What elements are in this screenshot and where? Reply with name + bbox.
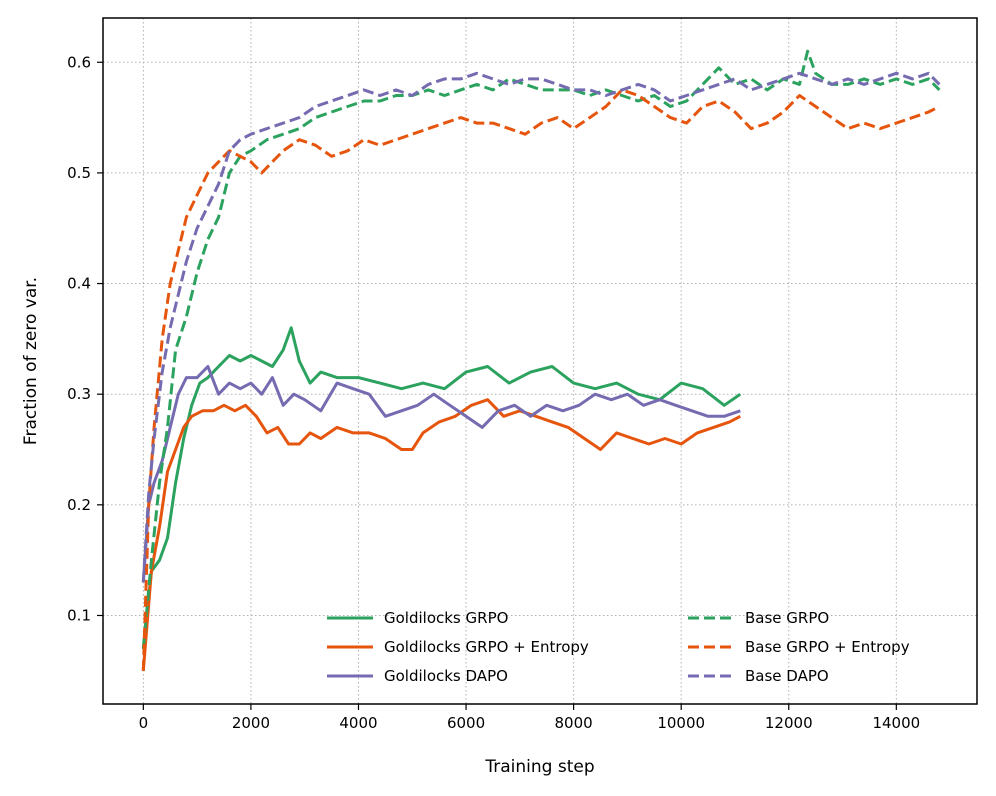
plot-frame	[102, 17, 978, 705]
axis-ticks: 0 2000 4000 6000 8000 10000 12000 14000 0.1 0.2 0.…	[67, 53, 920, 732]
series-line-5	[141, 88, 941, 671]
grid	[103, 18, 977, 704]
legend: Goldilocks GRPO Goldilocks GRPO + Entropy…	[327, 609, 910, 685]
y-tick-label: 0.5	[67, 164, 91, 182]
x-tick-label: 2000	[232, 714, 270, 732]
series-line-4	[141, 49, 941, 649]
x-tick-label: 14000	[872, 714, 920, 732]
y-axis-title: Fraction of zero var.	[21, 277, 41, 445]
legend-label: Goldilocks GRPO	[384, 609, 508, 627]
x-tick-label: 6000	[447, 714, 485, 732]
y-tick-label: 0.4	[67, 275, 91, 293]
legend-label: Base DAPO	[745, 667, 829, 685]
legend-label: Goldilocks GRPO + Entropy	[384, 638, 589, 656]
legend-label: Goldilocks DAPO	[384, 667, 508, 685]
y-tick-label: 0.6	[67, 53, 91, 71]
series-line-1	[141, 326, 742, 649]
series-line-2	[141, 398, 741, 671]
legend-label: Base GRPO	[745, 609, 829, 627]
x-tick-label: 4000	[339, 714, 377, 732]
y-tick-label: 0.1	[67, 606, 91, 624]
x-tick-label: 10000	[657, 714, 705, 732]
series-line-6	[141, 71, 941, 583]
series-line-3	[141, 365, 741, 583]
y-tick-label: 0.3	[67, 385, 91, 403]
y-tick-label: 0.2	[67, 496, 91, 514]
series-layer	[141, 49, 941, 671]
x-axis-title: Training step	[484, 757, 594, 777]
x-tick-label: 8000	[555, 714, 593, 732]
x-tick-label: 12000	[765, 714, 813, 732]
legend-label: Base GRPO + Entropy	[745, 638, 910, 656]
x-tick-label: 0	[139, 714, 149, 732]
